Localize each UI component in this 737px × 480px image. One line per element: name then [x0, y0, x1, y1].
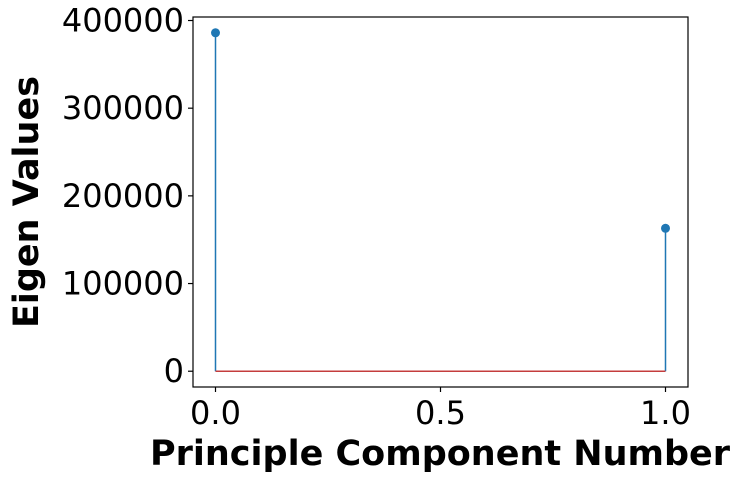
x-axis-title: Principle Component Number: [150, 434, 731, 474]
x-tick-label: 0.0: [190, 394, 241, 432]
x-tick-label: 0.5: [415, 394, 466, 432]
x-tick-label: 1.0: [640, 394, 691, 432]
y-tick-label: 0: [164, 352, 184, 390]
y-tick-label: 200000: [62, 177, 184, 215]
plot-marks: [211, 28, 670, 372]
y-axis-title: Eigen Values: [7, 76, 47, 328]
stem-marker: [211, 28, 220, 38]
y-tick-label: 100000: [62, 265, 184, 303]
y-tick-label: 400000: [62, 2, 184, 40]
axis-ticks: 0 100000 200000 300000 400000 0.0 0.5 1.0: [62, 2, 691, 432]
y-tick-label: 300000: [62, 89, 184, 127]
stem-marker: [661, 223, 670, 233]
plot-frame: [192, 16, 689, 388]
